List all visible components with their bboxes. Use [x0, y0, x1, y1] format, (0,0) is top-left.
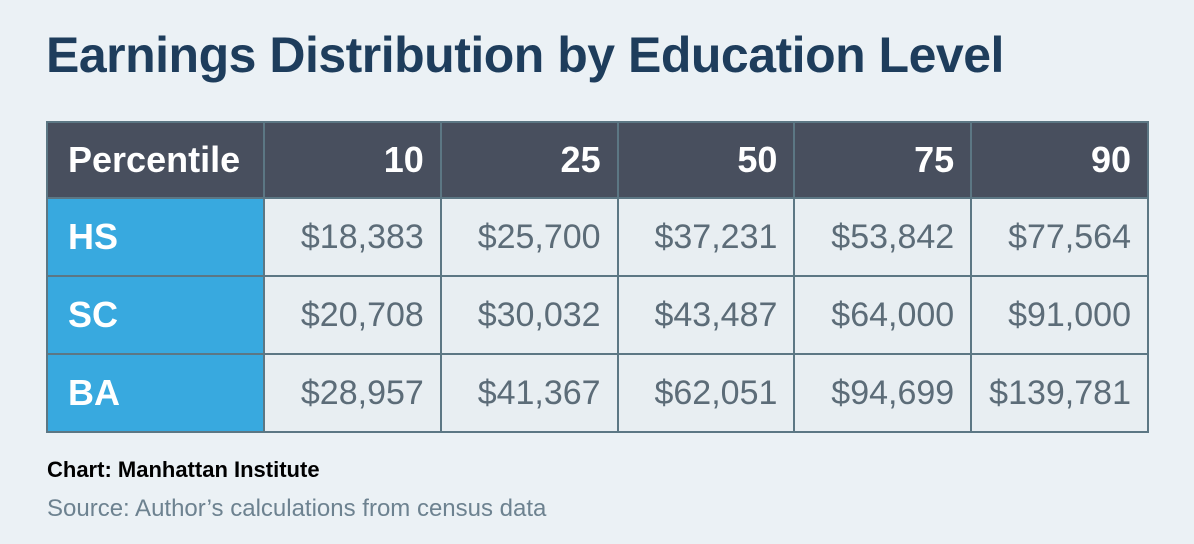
table-cell: $30,032: [439, 275, 619, 355]
earnings-table: Percentile 10 25 50 75 90 HS $18,383 $25…: [46, 121, 1149, 433]
table-row-ba: BA $28,957 $41,367 $62,051 $94,699 $139,…: [46, 353, 1149, 433]
table-cell: $43,487: [616, 275, 796, 355]
table-cell: $62,051: [616, 353, 796, 433]
table-cell: $64,000: [793, 275, 973, 355]
table-cell: $25,700: [439, 197, 619, 277]
table-cell: $20,708: [263, 275, 442, 355]
table-cell: $94,699: [793, 353, 973, 433]
row-label-ba: BA: [46, 353, 265, 433]
header-cell-p50: 50: [616, 121, 796, 199]
table-row-sc: SC $20,708 $30,032 $43,487 $64,000 $91,0…: [46, 275, 1149, 355]
header-cell-p10: 10: [263, 121, 442, 199]
table-cell: $28,957: [263, 353, 442, 433]
row-label-sc: SC: [46, 275, 265, 355]
header-cell-percentile: Percentile: [46, 121, 265, 199]
chart-credit: Chart: Manhattan Institute: [47, 457, 320, 482]
header-cell-p90: 90: [970, 121, 1149, 199]
row-label-hs: HS: [46, 197, 265, 277]
table-cell: $53,842: [793, 197, 973, 277]
header-cell-p25: 25: [439, 121, 619, 199]
table-cell: $139,781: [970, 353, 1149, 433]
source-note: Source: Author’s calculations from censu…: [47, 495, 547, 522]
table-cell: $91,000: [970, 275, 1149, 355]
table-cell: $77,564: [970, 197, 1149, 277]
chart-title: Earnings Distribution by Education Level: [46, 27, 1004, 83]
header-row: Percentile 10 25 50 75 90: [46, 121, 1149, 199]
table-cell: $18,383: [263, 197, 442, 277]
table-cell: $37,231: [616, 197, 796, 277]
table-cell: $41,367: [439, 353, 619, 433]
table-row-hs: HS $18,383 $25,700 $37,231 $53,842 $77,5…: [46, 197, 1149, 277]
header-cell-p75: 75: [793, 121, 973, 199]
